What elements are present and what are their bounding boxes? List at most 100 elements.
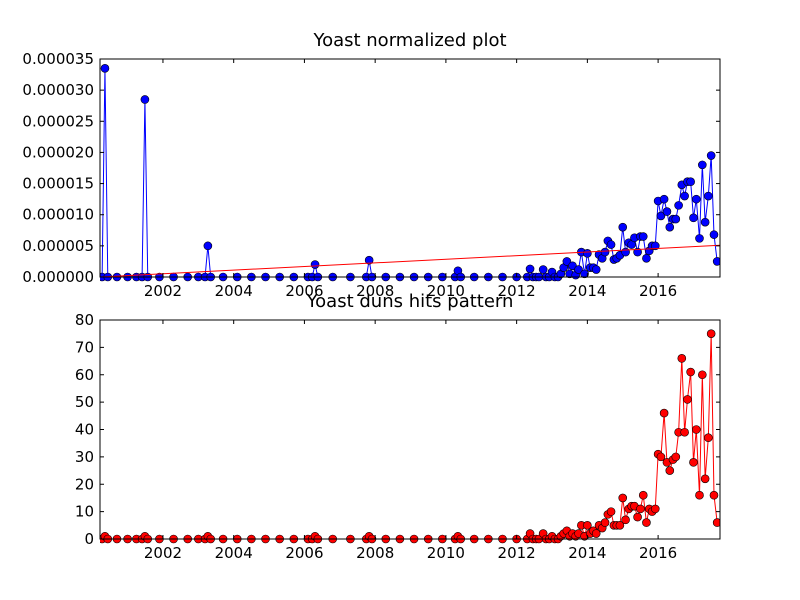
subplot: Yoast normalized plot 2002 2004 2006 2008 201… [22,30,721,300]
marker [100,64,110,73]
y-tick-label: 80 [75,311,94,329]
marker [600,518,610,527]
marker [538,265,548,274]
marker [636,504,645,514]
marker [695,234,704,243]
marker [677,354,687,363]
y-tick-label: 0.000030 [22,81,94,99]
marker [698,160,707,170]
marker [662,207,672,216]
x-tick-label: 2004 [215,544,253,562]
marker [683,395,692,404]
marker [680,191,689,201]
x-tick-label: 2012 [498,282,536,300]
x-tick-label: 2012 [498,544,536,562]
marker [712,257,720,266]
marker [606,240,616,249]
marker [709,490,719,500]
marker [695,490,704,500]
x-tick-label: 2010 [427,544,465,562]
y-tick-label: 0.000020 [22,143,94,161]
marker [583,249,592,258]
marker [700,217,710,227]
trend-line [100,244,720,278]
x-tick-label: 2010 [427,282,465,300]
x-tick-label: 2016 [639,282,677,300]
x-tick-label: 2006 [285,544,323,562]
x-tick-label: 2008 [356,282,394,300]
marker [638,490,648,500]
marker [642,518,651,527]
x-tick-label: 2004 [215,282,253,300]
y-tick-label: 60 [75,366,94,384]
y-tick-label: 20 [75,475,94,493]
marker [591,529,601,538]
marker [674,201,683,210]
chart-title: Yoast duns hits pattern [306,291,514,312]
y-tick-label: 0.000015 [22,175,94,193]
marker [656,452,666,462]
marker [606,507,616,516]
marker [364,255,374,265]
marker [650,241,660,251]
y-tick-label: 0.000000 [22,268,94,286]
plot-content [100,64,720,282]
marker [692,425,701,434]
y-tick-label: 40 [75,421,94,439]
y-tick-label: 0.000035 [22,50,94,68]
marker [706,329,716,338]
axes-frame [99,58,721,278]
marker [698,370,707,380]
y-tick-label: 0.000010 [22,206,94,224]
marker [692,194,701,204]
marker [618,493,628,503]
marker [650,504,660,514]
y-tick-label: 50 [75,393,94,411]
marker [656,211,666,221]
marker [671,214,681,224]
marker [621,247,630,257]
marker [562,257,572,266]
marker [525,264,535,274]
marker [633,247,642,257]
marker [680,427,689,437]
y-tick-label: 10 [75,503,94,521]
plot-area [100,320,720,539]
marker [671,452,681,462]
marker [621,515,630,525]
marker [638,232,648,241]
marker [574,265,583,274]
marker [659,408,669,418]
y-tick-label: 0 [84,530,94,548]
marker [700,474,710,484]
marker [659,194,669,204]
marker [665,222,675,232]
marker [600,247,610,257]
marker [310,260,320,269]
marker [633,512,642,522]
marker [583,521,592,530]
marker [704,191,713,201]
x-tick-label: 2008 [356,544,394,562]
x-tick-label: 2002 [144,544,182,562]
marker [665,466,675,475]
y-tick-label: 0.000025 [22,112,94,130]
x-tick-label: 2002 [144,282,182,300]
marker [686,367,695,377]
marker [704,433,713,443]
y-tick-label: 70 [75,338,94,356]
marker [642,254,651,263]
x-tick-label: 2014 [568,544,606,562]
x-tick-label: 2006 [285,282,323,300]
marker [706,151,716,160]
plot-area [100,59,720,277]
y-tick-label: 30 [75,448,94,466]
marker [709,230,719,239]
chart-title: Yoast normalized plot [312,30,506,51]
marker [712,518,720,527]
marker [615,521,625,530]
marker [689,458,698,467]
marker [580,269,589,279]
x-tick-label: 2014 [568,282,606,300]
marker [140,95,150,104]
